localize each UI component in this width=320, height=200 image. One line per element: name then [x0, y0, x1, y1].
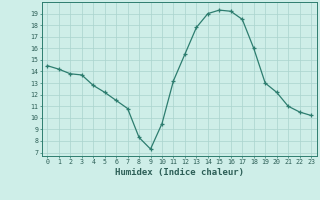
X-axis label: Humidex (Indice chaleur): Humidex (Indice chaleur)	[115, 168, 244, 177]
